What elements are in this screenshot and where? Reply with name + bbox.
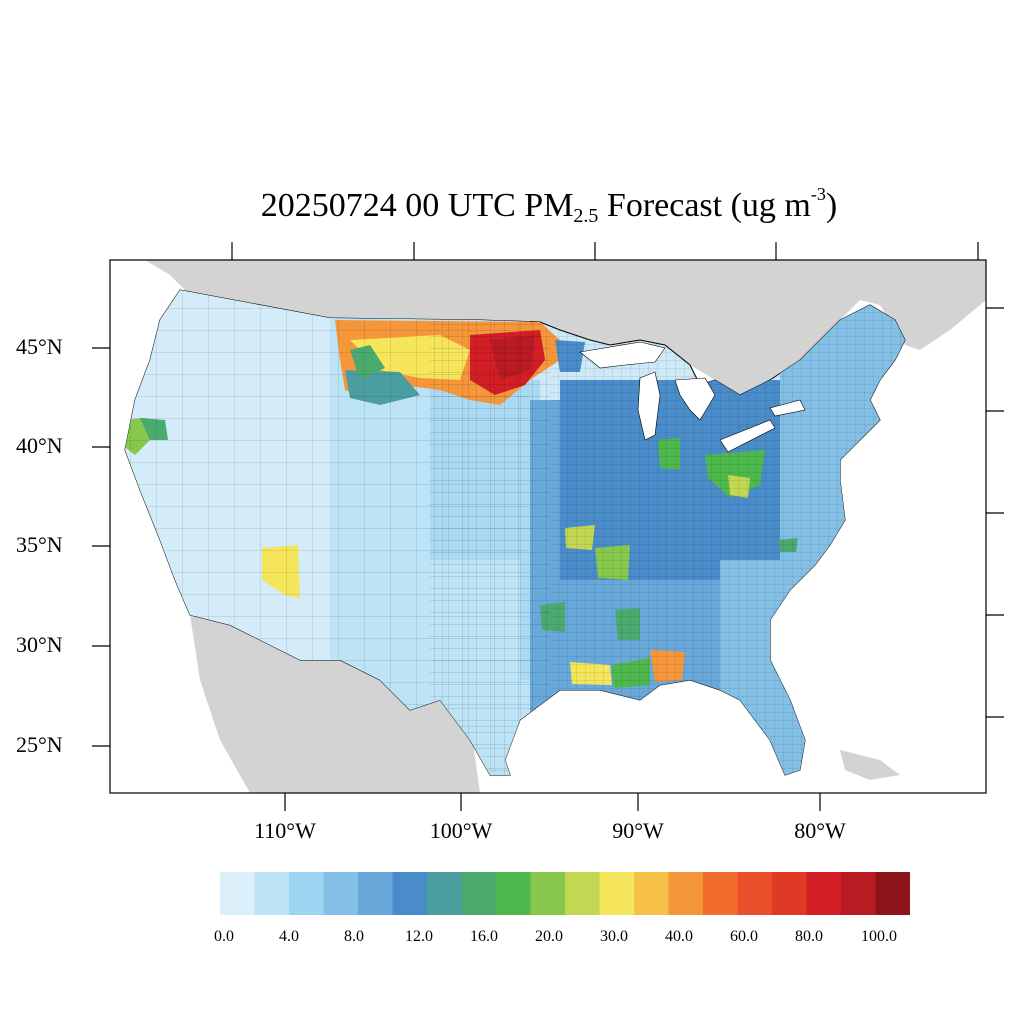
colorbar-swatch bbox=[530, 872, 565, 915]
lat-label-35: 35°N bbox=[16, 532, 63, 557]
bottom-ticks bbox=[284, 793, 821, 811]
colorbar-label-4: 4.0 bbox=[279, 928, 299, 945]
colorbar-label-16: 16.0 bbox=[470, 928, 498, 945]
top-ticks bbox=[231, 242, 979, 260]
colorbar-label-30: 30.0 bbox=[600, 928, 628, 945]
lat-label-45: 45°N bbox=[16, 334, 63, 359]
colorbar-swatch bbox=[220, 872, 255, 915]
title-main: 20250724 00 UTC PM bbox=[260, 187, 574, 224]
colorbar bbox=[220, 872, 910, 915]
lon-label-90w: 90°W bbox=[612, 818, 664, 843]
lat-label-25: 25°N bbox=[16, 732, 63, 757]
mexico-land bbox=[190, 615, 480, 793]
colorbar-label-60: 60.0 bbox=[730, 928, 758, 945]
caribbean-land bbox=[840, 750, 900, 780]
title-superscript: -3 bbox=[810, 184, 826, 204]
map-frame bbox=[109, 259, 987, 794]
lon-label-100w: 100°W bbox=[429, 818, 493, 843]
colorbar-label-80: 80.0 bbox=[795, 928, 823, 945]
lat-label-40: 40°N bbox=[16, 433, 63, 458]
map-title: 20250724 00 UTC PM2.5 Forecast (ug m-3) bbox=[0, 184, 1024, 228]
lake-huron bbox=[674, 377, 716, 421]
colorbar-swatch bbox=[875, 872, 910, 915]
lake-michigan bbox=[637, 371, 661, 441]
lake-ontario bbox=[769, 399, 806, 417]
lat-label-30: 30°N bbox=[16, 632, 63, 657]
colorbar-swatch bbox=[323, 872, 358, 915]
colorbar-swatch bbox=[668, 872, 703, 915]
colorbar-swatch bbox=[806, 872, 841, 915]
colorbar-swatch bbox=[599, 872, 634, 915]
colorbar-swatch bbox=[703, 872, 738, 915]
colorbar-label-0: 0.0 bbox=[214, 928, 234, 945]
colorbar-swatch bbox=[392, 872, 427, 915]
lake-erie bbox=[719, 419, 776, 453]
colorbar-swatch bbox=[358, 872, 393, 915]
colorbar-label-40: 40.0 bbox=[665, 928, 693, 945]
colorbar-label-20: 20.0 bbox=[535, 928, 563, 945]
lon-label-110w: 110°W bbox=[254, 818, 316, 843]
colorbar-swatch bbox=[254, 872, 289, 915]
colorbar-label-8: 8.0 bbox=[344, 928, 364, 945]
colorbar-swatch bbox=[496, 872, 531, 915]
title-subscript: 2.5 bbox=[573, 205, 599, 227]
canada-land bbox=[145, 260, 986, 395]
map-area bbox=[110, 260, 986, 793]
colorbar-swatch bbox=[565, 872, 600, 915]
county-lines-plains bbox=[430, 300, 550, 775]
lon-label-80w: 80°W bbox=[794, 818, 846, 843]
lake-superior bbox=[579, 341, 666, 369]
colorbar-swatch bbox=[289, 872, 324, 915]
colorbar-swatch bbox=[737, 872, 772, 915]
left-ticks bbox=[92, 347, 110, 747]
title-after: Forecast (ug m bbox=[598, 187, 811, 224]
colorbar-swatch bbox=[461, 872, 496, 915]
title-close: ) bbox=[825, 187, 838, 224]
colorbar-swatch bbox=[772, 872, 807, 915]
colorbar-swatch bbox=[841, 872, 876, 915]
colorbar-swatch bbox=[427, 872, 462, 915]
colorbar-swatch bbox=[634, 872, 669, 915]
colorbar-label-12: 12.0 bbox=[405, 928, 433, 945]
colorbar-label-100: 100.0 bbox=[861, 928, 897, 945]
right-ticks bbox=[986, 307, 1004, 718]
